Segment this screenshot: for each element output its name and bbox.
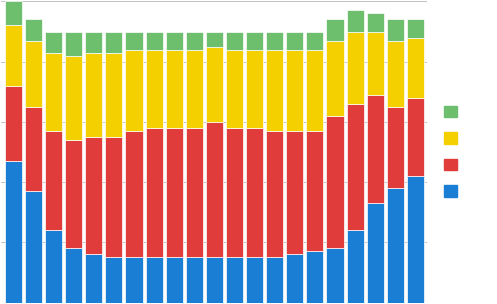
Bar <box>367 32 384 95</box>
Bar <box>85 137 102 254</box>
Bar <box>327 116 343 248</box>
Bar <box>286 50 303 131</box>
Bar <box>186 257 203 302</box>
Bar <box>186 128 203 257</box>
Bar <box>226 32 243 50</box>
Bar <box>246 128 263 257</box>
Bar <box>166 257 183 302</box>
Bar <box>226 50 243 128</box>
Bar <box>407 19 424 37</box>
Bar <box>266 257 283 302</box>
Bar <box>25 19 42 40</box>
Bar <box>45 131 62 230</box>
Bar <box>25 40 42 107</box>
Bar <box>186 50 203 128</box>
Legend: , , , : , , , <box>439 100 465 204</box>
Bar <box>146 32 163 50</box>
Bar <box>306 32 324 50</box>
Bar <box>206 32 223 47</box>
Bar <box>266 50 283 131</box>
Bar <box>206 257 223 302</box>
Bar <box>65 140 83 248</box>
Bar <box>306 251 324 302</box>
Bar <box>226 128 243 257</box>
Bar <box>105 257 122 302</box>
Bar <box>105 137 122 257</box>
Bar <box>346 230 364 302</box>
Bar <box>206 47 223 122</box>
Bar <box>45 32 62 53</box>
Bar <box>367 203 384 302</box>
Bar <box>65 32 83 56</box>
Bar <box>286 254 303 302</box>
Bar <box>25 191 42 302</box>
Bar <box>5 161 22 302</box>
Bar <box>146 128 163 257</box>
Bar <box>286 32 303 50</box>
Bar <box>125 257 143 302</box>
Bar <box>45 53 62 131</box>
Bar <box>105 32 122 53</box>
Bar <box>266 32 283 50</box>
Bar <box>125 32 143 50</box>
Bar <box>85 254 102 302</box>
Bar <box>206 122 223 257</box>
Bar <box>367 13 384 32</box>
Bar <box>327 248 343 302</box>
Bar <box>65 56 83 140</box>
Bar <box>146 257 163 302</box>
Bar <box>327 19 343 40</box>
Bar <box>166 128 183 257</box>
Bar <box>226 257 243 302</box>
Bar <box>266 131 283 257</box>
Bar <box>387 40 404 107</box>
Bar <box>5 26 22 86</box>
Bar <box>85 32 102 53</box>
Bar <box>286 131 303 254</box>
Bar <box>166 50 183 128</box>
Bar <box>306 131 324 251</box>
Bar <box>346 104 364 230</box>
Bar <box>407 98 424 176</box>
Bar <box>387 19 404 40</box>
Bar <box>105 53 122 137</box>
Bar <box>125 131 143 257</box>
Bar <box>327 40 343 116</box>
Bar <box>146 50 163 128</box>
Bar <box>407 37 424 98</box>
Bar <box>166 32 183 50</box>
Bar <box>407 176 424 302</box>
Bar <box>346 10 364 32</box>
Bar <box>186 32 203 50</box>
Bar <box>306 50 324 131</box>
Bar <box>5 2 22 26</box>
Bar <box>367 95 384 203</box>
Bar <box>246 50 263 128</box>
Bar <box>246 32 263 50</box>
Bar <box>246 257 263 302</box>
Bar <box>387 107 404 188</box>
Bar <box>5 86 22 161</box>
Bar <box>346 32 364 104</box>
Bar <box>65 248 83 302</box>
Bar <box>125 50 143 131</box>
Bar <box>25 107 42 191</box>
Bar <box>45 230 62 302</box>
Bar <box>85 53 102 137</box>
Bar <box>387 188 404 302</box>
